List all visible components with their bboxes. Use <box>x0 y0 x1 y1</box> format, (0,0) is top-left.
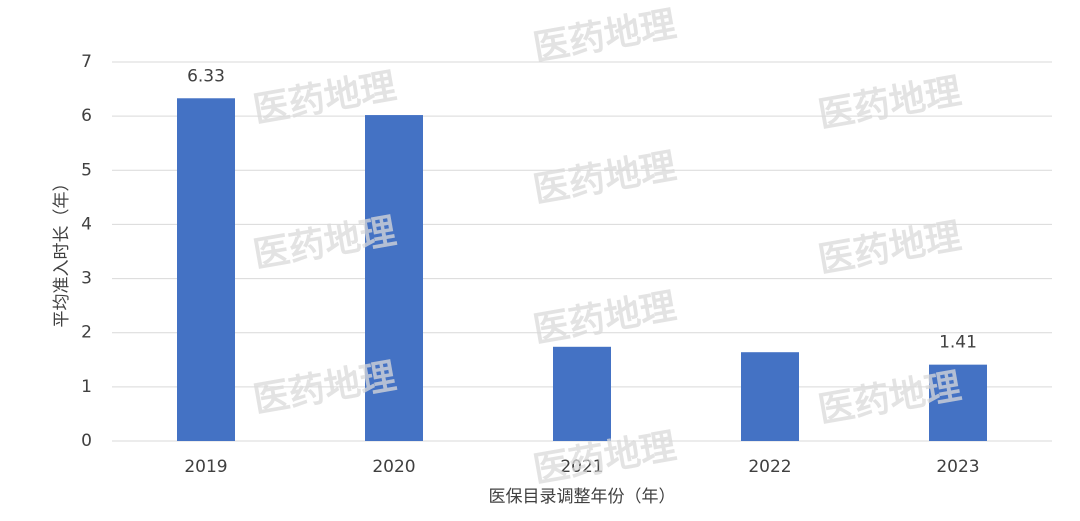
bar <box>741 352 799 441</box>
y-tick-label: 6 <box>81 106 92 126</box>
value-label: 6.33 <box>187 66 225 86</box>
y-tick-label: 0 <box>81 431 92 451</box>
bar <box>553 346 611 441</box>
x-tick-label: 2020 <box>372 457 415 477</box>
bar <box>929 364 987 441</box>
x-tick-label: 2021 <box>560 457 603 477</box>
x-tick-label: 2022 <box>748 457 791 477</box>
value-label: 1.41 <box>939 333 977 353</box>
y-tick-label: 7 <box>81 52 92 72</box>
y-tick-label: 5 <box>81 160 92 180</box>
y-tick-label: 4 <box>81 214 92 234</box>
bar <box>365 115 423 441</box>
y-axis-title: 平均准入时长（年） <box>52 175 72 328</box>
y-tick-label: 1 <box>81 377 92 397</box>
watermark: 医药地理 <box>530 286 679 351</box>
bar <box>177 98 235 442</box>
watermark: 医药地理 <box>530 4 679 69</box>
watermark: 医药地理 <box>815 71 964 136</box>
x-tick-label: 2019 <box>184 457 227 477</box>
watermark: 医药地理 <box>815 216 964 281</box>
x-axis-title: 医保目录调整年份（年） <box>489 487 676 507</box>
x-tick-label: 2023 <box>936 457 979 477</box>
y-tick-label: 2 <box>81 323 92 343</box>
watermark: 医药地理 <box>530 146 679 211</box>
y-tick-label: 3 <box>81 269 92 289</box>
